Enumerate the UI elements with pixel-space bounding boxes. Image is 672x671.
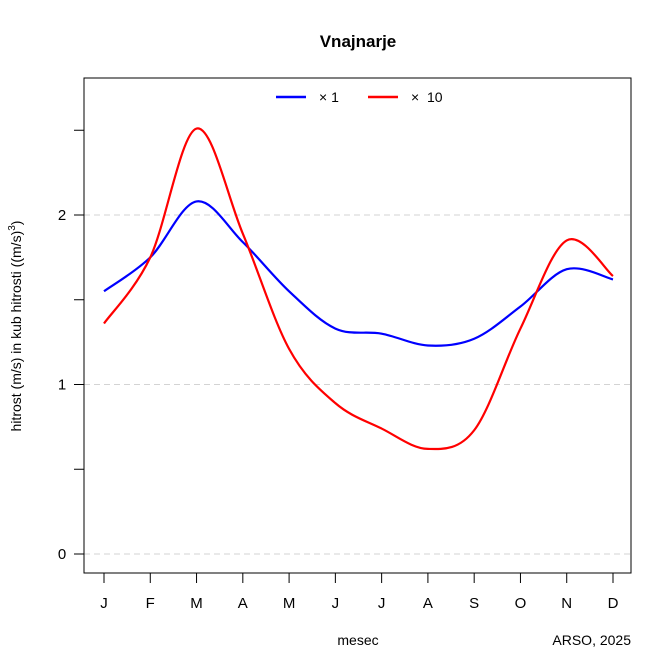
legend: × 1 × 10 [276,89,443,105]
series-lines [103,127,614,451]
x-axis-label: mesec [337,632,378,648]
x-tick-label: J [378,595,386,612]
x-tick-label: F [146,595,155,612]
legend-label-series-1: × 1 [319,89,339,105]
credit-label: ARSO, 2025 [552,632,631,648]
x-tick-label: S [469,595,479,612]
x-tick-label: A [423,595,433,612]
x-tick-label: A [238,595,248,612]
y-tick-label: 0 [58,546,66,563]
grid-lines [84,214,631,555]
x-tick-label: D [608,595,619,612]
x-tick-label: N [561,595,572,612]
series-line-1 [103,200,614,347]
y-axis-label: hitrost (m/s) in kub hitrosti ((m/s)3) [7,221,24,432]
x-tick-label: M [190,595,203,612]
y-tick-label: 2 [58,207,66,224]
x-tick-label: J [100,595,108,612]
y-axis-label-main: hitrost (m/s) in kub hitrosti [8,267,24,431]
y-axis-label-close: ) [8,221,24,226]
series-line-2 [103,127,614,451]
y-tick-label: 1 [58,377,66,394]
x-tick-label: M [283,595,296,612]
legend-label-series-2: × 10 [411,89,443,105]
chart-title: Vnajnarje [320,32,397,51]
y-axis-label-superscript: 3 [7,225,18,231]
x-tick-label: O [515,595,527,612]
y-axis: 0 1 2 [58,129,84,563]
x-tick-label: J [332,595,340,612]
y-axis-label-open: ((m/s) [8,231,24,268]
plot-area-border [83,77,632,574]
